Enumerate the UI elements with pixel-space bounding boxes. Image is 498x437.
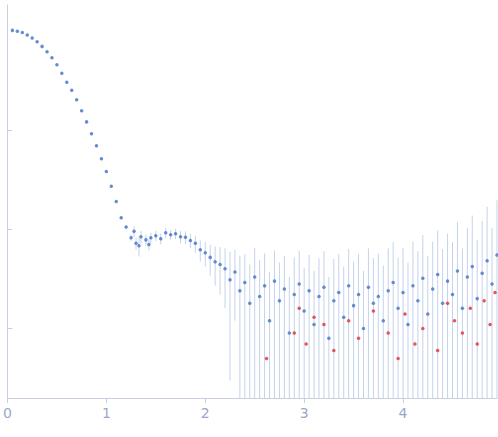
svg-text:3: 3 <box>300 405 309 421</box>
svg-text:2: 2 <box>201 405 210 421</box>
svg-text:1: 1 <box>102 405 111 421</box>
svg-text:0: 0 <box>3 405 12 421</box>
svg-text:4: 4 <box>399 405 408 421</box>
